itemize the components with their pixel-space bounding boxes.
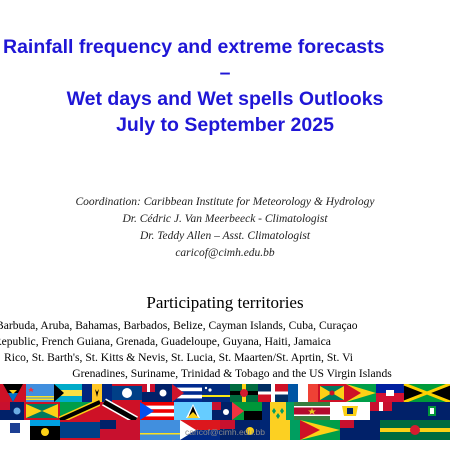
territories-line-3: Rico, St. Barth's, St. Kitts & Nevis, St… [4, 351, 354, 364]
virgin-islands-flag-icon [330, 402, 370, 420]
aruba-2-flag-icon [140, 420, 180, 440]
territories-list: Barbuda, Aruba, Bahamas, Barbados, Beliz… [0, 318, 450, 382]
footer-email: caricof@cimh.edu.bb [185, 427, 265, 437]
territories-line-1: Barbuda, Aruba, Bahamas, Barbados, Beliz… [0, 319, 358, 332]
jamaica-flag-icon [403, 384, 450, 404]
trinidad-flag-icon [100, 398, 140, 424]
contact-email: caricof@cimh.edu.bb [175, 247, 275, 259]
participating-heading: Participating territories [146, 293, 304, 312]
suriname-flag-icon [294, 402, 330, 420]
dominica-2-flag-icon [380, 420, 450, 440]
antigua-flag-icon [0, 384, 26, 402]
dominica-flag-icon [230, 384, 258, 402]
flags-banner [0, 384, 450, 440]
flags-image [0, 384, 450, 440]
belize-2-flag-icon [60, 420, 100, 440]
curacao-flag-icon [202, 384, 230, 402]
bermuda-flag-icon [100, 420, 140, 440]
guadeloupe-flag-icon [30, 420, 60, 440]
barbados-flag-icon [82, 384, 112, 402]
title-line-2: – [219, 62, 231, 84]
montserrat-2-flag-icon [340, 420, 380, 440]
anguilla-flag-icon [212, 402, 232, 420]
aruba-flag-icon [26, 384, 54, 402]
haiti-flag-icon [376, 384, 404, 402]
cuba-flag-icon [172, 384, 202, 402]
belize-flag-icon [112, 384, 142, 402]
dominican-republic-flag-icon [258, 384, 288, 402]
grenada-2-flag-icon [24, 402, 60, 420]
st-kitts-flag-icon [58, 398, 102, 424]
climatologist-line: Dr. Cédric J. Van Meerbeeck - Climatolog… [122, 213, 328, 225]
territories-line-2: an Republic, French Guiana, Grenada, Gua… [0, 335, 331, 348]
puerto-rico-flag-icon [140, 402, 174, 420]
st-lucia-flag-icon [174, 402, 212, 420]
title-line-4: July to September 2025 [116, 114, 334, 136]
asst-climatologist-line: Dr. Teddy Allen – Asst. Climatologist [139, 230, 311, 242]
france-flag-icon [288, 384, 318, 402]
martinique-flag-icon [232, 402, 262, 420]
guyana-flag-icon [346, 384, 376, 402]
st-vincent-flag-icon [262, 402, 294, 420]
sint-maarten-flag-icon [180, 420, 220, 440]
turks-caicos-flag-icon [220, 420, 260, 440]
guyana-2-flag-icon [300, 420, 340, 440]
grenada-flag-icon [318, 384, 346, 402]
title-line-3: Wet days and Wet spells Outlooks [66, 88, 384, 110]
st-vincent-2-flag-icon [260, 420, 300, 440]
bvi-flag-icon [370, 402, 450, 420]
territories-line-4: Grenadines, Suriname, Trinidad & Tobago … [72, 367, 392, 380]
st-barth-flag-icon [0, 420, 30, 440]
montserrat-flag-icon [0, 402, 24, 420]
credits-block: Coordination: Caribbean Institute for Me… [0, 194, 450, 262]
bahamas-flag-icon [54, 384, 82, 402]
cayman-flag-icon [142, 384, 172, 402]
title-line-1: Rainfall frequency and extreme forecasts [3, 36, 385, 58]
coordination-line: Coordination: Caribbean Institute for Me… [75, 196, 375, 208]
slide-title: Rainfall frequency and extreme forecasts… [0, 34, 450, 138]
